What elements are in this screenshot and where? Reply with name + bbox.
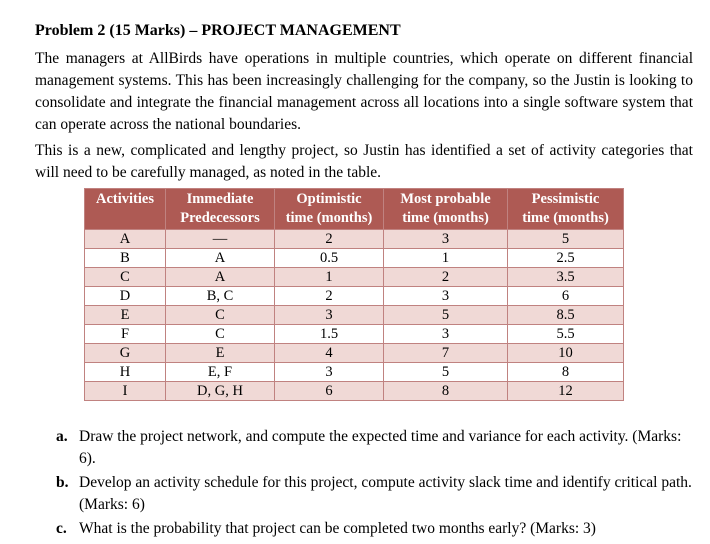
table-cell: 0.5 — [274, 248, 384, 268]
table-cell: 12 — [507, 381, 624, 401]
table-row: E C 3 5 8.5 — [84, 305, 624, 325]
table-cell: 10 — [507, 343, 624, 363]
table-cell: 5.5 — [507, 324, 624, 344]
question-label: b. — [56, 474, 69, 491]
table-cell: 1.5 — [274, 324, 384, 344]
question-text: Develop an activity schedule for this pr… — [79, 474, 692, 513]
table-cell: A — [165, 267, 275, 287]
column-header: Activities — [84, 188, 166, 230]
column-header: Pessimistic time (months) — [507, 188, 624, 230]
table-cell: 2 — [274, 286, 384, 306]
table-cell: A — [165, 248, 275, 268]
table-cell: 8 — [507, 362, 624, 382]
question-text: Draw the project network, and compute th… — [79, 428, 682, 467]
table-cell: 5 — [383, 305, 508, 325]
table-cell: B — [84, 248, 166, 268]
table-cell: 1 — [274, 267, 384, 287]
table-cell: 4 — [274, 343, 384, 363]
table-cell: D — [84, 286, 166, 306]
column-header: Most probable time (months) — [383, 188, 508, 230]
table-cell: 6 — [507, 286, 624, 306]
table-cell: C — [165, 305, 275, 325]
table-row: C A 1 2 3.5 — [84, 267, 624, 287]
activity-table-body: A —2 3 5 B A 0.5 1 2.5 C A 1 2 3.5 D B, C 2 3 6 E C 3 5 8.5 F C 1.… — [84, 229, 624, 401]
table-cell: F — [84, 324, 166, 344]
questions-list: a. Draw the project network, and compute … — [56, 426, 693, 540]
table-cell: E — [84, 305, 166, 325]
table-cell: — — [165, 229, 275, 249]
table-cell: 5 — [507, 229, 624, 249]
question-label: c. — [56, 520, 67, 537]
table-cell: 3 — [274, 305, 384, 325]
question-item: a. Draw the project network, and compute … — [56, 426, 693, 470]
table-cell: 3 — [383, 286, 508, 306]
table-cell: C — [84, 267, 166, 287]
question-text: What is the probability that project can… — [79, 520, 596, 537]
table-row: A —2 3 5 — [84, 229, 624, 249]
table-cell: E, F — [165, 362, 275, 382]
activity-table-head: Activities Immediate Predecessors Optimisti… — [84, 188, 624, 230]
question-label: a. — [56, 428, 68, 445]
table-cell: D, G, H — [165, 381, 275, 401]
table-cell: 3.5 — [507, 267, 624, 287]
question-item: c. What is the probability that project c… — [56, 518, 693, 540]
problem-title: Problem 2 (15 Marks) – PROJECT MANAGEMEN… — [35, 22, 401, 39]
table-cell: H — [84, 362, 166, 382]
context-paragraph: This is a new, complicated and lengthy p… — [35, 142, 693, 181]
activity-table-header-row: Activities Immediate Predecessors Optimisti… — [84, 188, 624, 230]
table-cell: G — [84, 343, 166, 363]
table-row: B A 0.5 1 2.5 — [84, 248, 624, 268]
table-cell: 2.5 — [507, 248, 624, 268]
table-cell: 2 — [383, 267, 508, 287]
table-cell: A — [84, 229, 166, 249]
activity-table: Activities Immediate Predecessors Optimisti… — [84, 188, 624, 401]
table-cell: 2 — [274, 229, 384, 249]
table-row: G E 4 7 10 — [84, 343, 624, 363]
column-header: Optimistic time (months) — [274, 188, 384, 230]
table-cell: E — [165, 343, 275, 363]
table-cell: 1 — [383, 248, 508, 268]
table-cell: 8.5 — [507, 305, 624, 325]
table-cell: 5 — [383, 362, 508, 382]
table-cell: 6 — [274, 381, 384, 401]
table-cell: 3 — [274, 362, 384, 382]
table-cell: I — [84, 381, 166, 401]
table-cell: 3 — [383, 324, 508, 344]
table-row: I D, G, H 6 8 12 — [84, 381, 624, 401]
intro-paragraph: The managers at AllBirds have operations… — [35, 50, 693, 133]
table-cell: 3 — [383, 229, 508, 249]
table-cell: 7 — [383, 343, 508, 363]
table-cell: 8 — [383, 381, 508, 401]
table-cell: C — [165, 324, 275, 344]
column-header: Immediate Predecessors — [165, 188, 275, 230]
table-row: F C 1.5 3 5.5 — [84, 324, 624, 344]
table-cell: B, C — [165, 286, 275, 306]
question-item: b. Develop an activity schedule for this … — [56, 472, 693, 516]
